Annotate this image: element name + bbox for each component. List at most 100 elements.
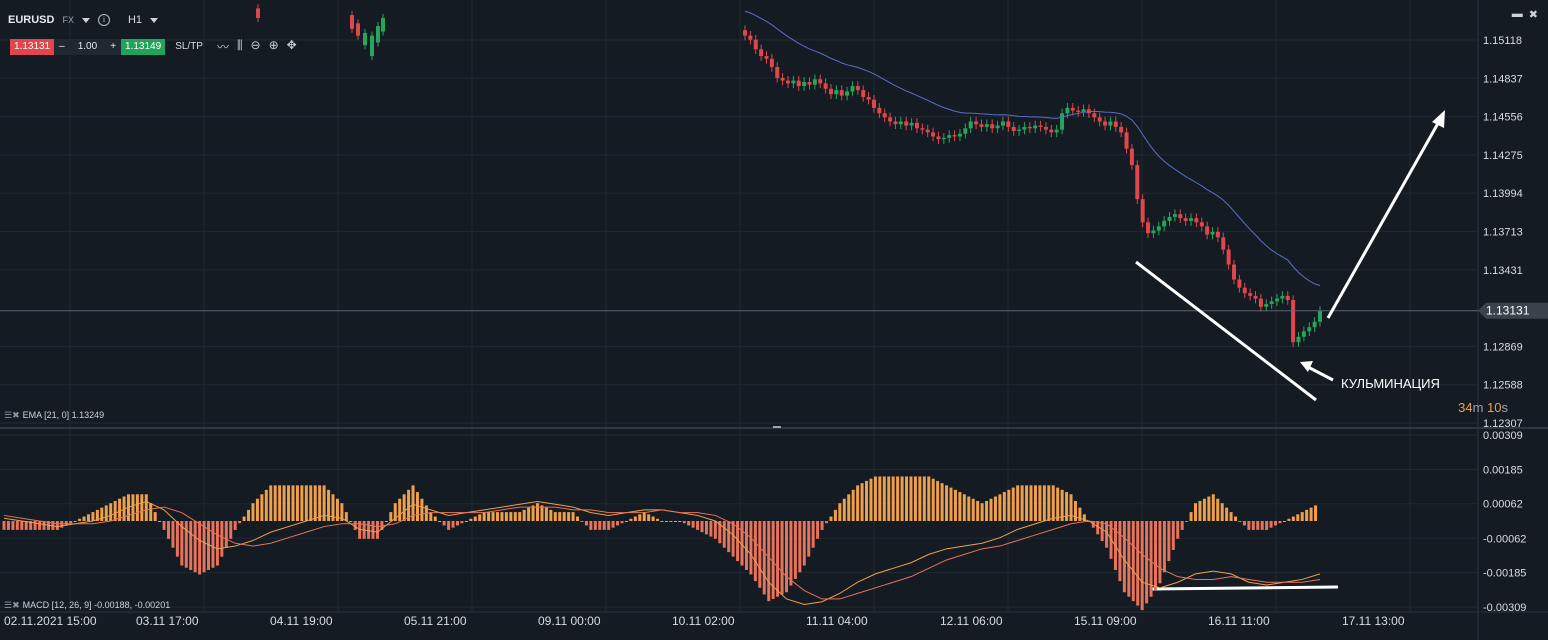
price-tick-label: 1.12588: [1483, 380, 1523, 392]
buy-price-button[interactable]: 1.13149: [121, 38, 166, 55]
candle: [1027, 126, 1032, 129]
candle: [256, 8, 260, 18]
macd-histogram-bar: [927, 476, 931, 521]
macd-histogram-bar: [704, 521, 708, 535]
candle: [861, 90, 866, 97]
trade-panel: 1.13131 – 1.00 + 1.13149 SL/TP 〰 ⫼ ⊖ ⊕ ✥: [10, 38, 297, 55]
candle: [1291, 299, 1296, 343]
candle: [1275, 298, 1280, 302]
macd-histogram-bar: [33, 521, 37, 530]
macd-histogram-bar: [1078, 507, 1082, 521]
candle: [802, 81, 807, 87]
macd-histogram-bar: [1025, 485, 1029, 521]
maximize-icon[interactable]: ▬: [1511, 8, 1523, 20]
sl-tp-button[interactable]: SL/TP: [175, 41, 203, 52]
macd-histogram-bar: [544, 507, 548, 521]
zoom-out-icon[interactable]: ⊖: [250, 38, 261, 52]
timeframe-dropdown-icon[interactable]: [150, 17, 159, 23]
time-tick-label: 09.11 00:00: [538, 614, 601, 628]
macd-histogram-bar: [1176, 521, 1180, 539]
candle: [1156, 226, 1161, 231]
time-tick-label: 11.11 04:00: [806, 614, 868, 628]
timeframe-label[interactable]: H1: [127, 14, 143, 26]
ema-legend[interactable]: ☰✖ EMA [21, 0] 1.13249: [4, 410, 104, 421]
candle: [1258, 298, 1263, 307]
quantity-value[interactable]: 1.00: [77, 41, 98, 52]
price-tick-label: 1.15118: [1483, 35, 1522, 47]
sell-price-button[interactable]: 1.13131: [10, 38, 55, 55]
macd-histogram-bar: [211, 521, 215, 568]
decrease-icon[interactable]: –: [59, 41, 65, 52]
crosshair-icon[interactable]: ✥: [286, 38, 297, 52]
macd-tick-label: 0.00062: [1483, 499, 1523, 511]
candle: [866, 96, 871, 100]
macd-histogram-bar: [611, 521, 615, 528]
legend-settings-icon[interactable]: ☰✖: [4, 600, 20, 610]
macd-histogram-bar: [527, 507, 531, 521]
macd-histogram-bar: [1007, 489, 1011, 521]
macd-legend[interactable]: ☰✖ MACD [12, 26, 9] -0.00188, -0.00201: [4, 600, 170, 611]
macd-histogram-bar: [780, 521, 784, 595]
macd-histogram-bar: [215, 521, 219, 566]
indicators-icon[interactable]: ⫼: [237, 38, 243, 52]
macd-histogram-bar: [896, 476, 900, 521]
candle: [845, 91, 850, 96]
time-tick-label: 02.11.2021 15:00: [4, 614, 97, 628]
macd-histogram-bar: [642, 512, 646, 521]
macd-histogram-bar: [1038, 485, 1042, 521]
line-chart-icon[interactable]: 〰: [216, 40, 229, 54]
candle: [1113, 121, 1118, 127]
macd-histogram-bar: [118, 498, 122, 521]
candle: [796, 80, 801, 87]
macd-histogram-bar: [202, 521, 206, 573]
macd-histogram-bar: [82, 516, 86, 521]
macd-histogram-bar: [1211, 494, 1215, 521]
macd-histogram-bar: [171, 521, 175, 548]
candle: [764, 56, 769, 59]
price-tick-label: 1.14275: [1483, 150, 1523, 162]
candle: [759, 49, 764, 57]
candle: [1060, 113, 1065, 130]
macd-histogram-bar: [589, 521, 593, 530]
macd-histogram-bar: [433, 516, 437, 521]
info-icon[interactable]: i: [97, 14, 110, 26]
zoom-in-icon[interactable]: ⊕: [268, 38, 279, 52]
macd-histogram-bar: [140, 494, 144, 521]
macd-histogram-bar: [104, 505, 108, 521]
macd-histogram-bar: [29, 521, 33, 530]
macd-histogram-bar: [931, 478, 935, 521]
candle: [743, 30, 747, 36]
macd-histogram-bar: [842, 498, 846, 521]
macd-histogram-bar: [504, 512, 508, 521]
close-icon[interactable]: ✖: [1528, 9, 1538, 21]
candle: [1000, 121, 1005, 126]
symbol-label[interactable]: EURUSD: [8, 14, 55, 26]
symbol-dropdown-icon[interactable]: [81, 17, 90, 23]
quantity-stepper[interactable]: – 1.00 +: [54, 38, 122, 55]
increase-icon[interactable]: +: [110, 41, 117, 52]
macd-histogram-bar: [1073, 500, 1077, 521]
candle: [1253, 295, 1258, 299]
macd-histogram-bar: [922, 476, 926, 521]
macd-histogram-bar: [865, 480, 869, 521]
macd-histogram-bar: [1242, 521, 1246, 526]
macd-histogram-bar: [229, 521, 233, 539]
macd-histogram-bar: [313, 485, 317, 521]
chart-toolbar: EURUSD FX i H1: [8, 14, 159, 26]
macd-histogram-bar: [153, 512, 157, 521]
candle: [834, 90, 839, 95]
candle: [909, 122, 914, 126]
macd-histogram-bar: [158, 521, 162, 522]
candle: [1081, 109, 1086, 112]
candle: [1097, 117, 1102, 122]
macd-histogram-bar: [793, 521, 797, 579]
legend-settings-icon[interactable]: ☰✖: [4, 410, 20, 420]
candle: [1264, 304, 1269, 307]
macd-histogram-bar: [980, 503, 984, 521]
candle: [1210, 231, 1215, 235]
candle: [1301, 331, 1306, 337]
time-tick-label: 03.11 17:00: [136, 614, 199, 628]
macd-histogram-bar: [718, 521, 722, 544]
countdown-minutes: 34: [1458, 400, 1473, 415]
